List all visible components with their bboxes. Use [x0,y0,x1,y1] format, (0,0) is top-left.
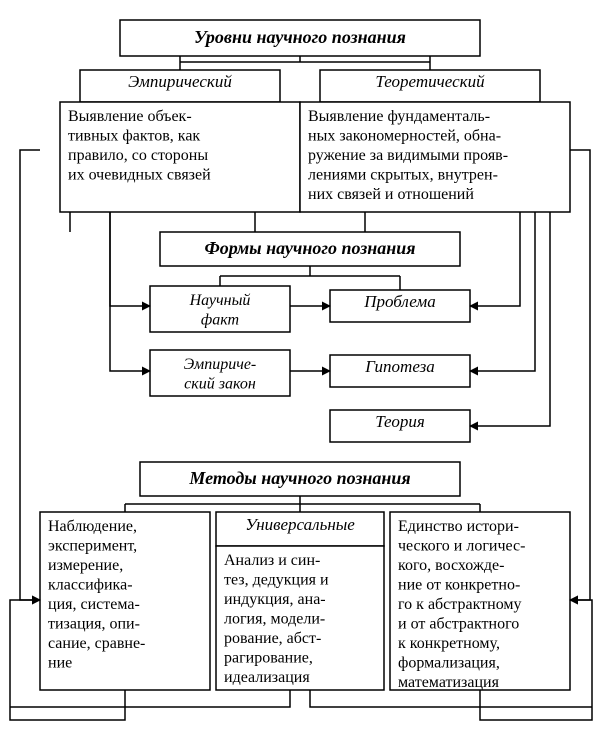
svg-text:Выявление фундаменталь-: Выявление фундаменталь- [308,108,490,125]
svg-text:Теория: Теория [375,412,425,431]
svg-text:их очевидных связей: их очевидных связей [68,166,211,183]
svg-text:измерение,: измерение, [48,557,123,574]
conn-bottom_mid_r [310,690,592,707]
svg-text:ние от конкретно-: ние от конкретно- [398,576,520,593]
svg-text:Наблюдение,: Наблюдение, [48,518,137,535]
svg-text:классифика-: классифика- [48,576,133,593]
svg-text:Выявление объек-: Выявление объек- [68,108,192,125]
svg-text:рагирование,: рагирование, [224,649,313,666]
conn-bottom_mid_l [10,690,290,707]
svg-text:индукция, ана-: индукция, ана- [224,591,326,608]
svg-text:Эмпирический: Эмпирический [128,72,232,91]
svg-text:Научный: Научный [189,292,251,309]
svg-text:ский закон: ский закон [184,375,256,392]
svg-text:Гипотеза: Гипотеза [364,357,435,376]
svg-text:ружение за видимыми прояв-: ружение за видимыми прояв- [308,147,508,164]
svg-text:Формы научного познания: Формы научного познания [204,238,415,258]
svg-text:математизация: математизация [398,674,500,691]
svg-text:ция, система-: ция, система- [48,596,140,613]
svg-text:факт: факт [201,311,239,328]
conn-emp_to_law [110,212,150,371]
svg-text:идеализация: идеализация [224,669,310,686]
svg-text:тез, дедукция и: тез, дедукция и [224,571,329,588]
svg-text:го к абстрактному: го к абстрактному [398,596,522,613]
svg-text:Анализ и син-: Анализ и син- [224,552,320,569]
svg-text:формализация,: формализация, [398,654,500,671]
svg-text:правило, со стороны: правило, со стороны [68,147,208,164]
svg-text:Эмпириче-: Эмпириче- [184,356,257,373]
svg-text:тивных фактов, как: тивных фактов, как [68,127,200,144]
conn-theo_far_right [570,150,590,600]
svg-text:тизация, опи-: тизация, опи- [48,615,140,632]
svg-text:и от абстрактного: и от абстрактного [398,615,519,632]
conn-theo_to_hypothesis [470,212,535,371]
svg-text:рование, абст-: рование, абст- [224,630,321,647]
diagram-root: Уровни научного познания Эмпирический Выяв… [0,0,600,745]
svg-text:эксперимент,: эксперимент, [48,537,137,554]
svg-text:кого, восхожде-: кого, восхожде- [398,557,504,574]
svg-text:Универсальные: Универсальные [245,515,355,534]
svg-text:Теоретический: Теоретический [375,72,485,91]
svg-text:Проблема: Проблема [363,292,436,311]
svg-text:них связей и отношений: них связей и отношений [308,186,474,203]
svg-text:Методы научного познания: Методы научного познания [188,468,410,488]
svg-text:лениями скрытых, внутрен-: лениями скрытых, внутрен- [308,166,498,183]
svg-text:Единство истори-: Единство истори- [398,518,519,535]
conn-emp_far_left [20,150,40,600]
svg-text:ных закономерностей, обна-: ных закономерностей, обна- [308,127,501,144]
svg-text:Уровни научного познания: Уровни научного познания [194,27,406,47]
svg-text:логия, модели-: логия, модели- [224,610,325,627]
svg-text:сание, сравне-: сание, сравне- [48,635,145,652]
svg-text:к конкретному,: к конкретному, [398,635,500,652]
conn-emp_to_fact [110,212,150,306]
svg-text:ние: ние [48,654,72,671]
conn-theo_to_theory [470,212,550,426]
svg-text:ческого и логичес-: ческого и логичес- [398,537,525,554]
conn-theo_to_problem [470,212,520,306]
